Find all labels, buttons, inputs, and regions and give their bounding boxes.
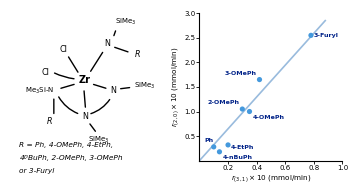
Text: 4-: 4- — [19, 155, 27, 161]
Text: R: R — [47, 117, 52, 126]
Text: N: N — [82, 112, 88, 121]
X-axis label: $r_{(3,1)}\times10$ (mmol/min): $r_{(3,1)}\times10$ (mmol/min) — [231, 174, 311, 184]
Point — [217, 150, 222, 153]
Text: Me$_3$Si-N: Me$_3$Si-N — [25, 86, 54, 96]
Text: Cl: Cl — [60, 45, 67, 54]
Text: SiMe$_3$: SiMe$_3$ — [115, 17, 136, 27]
Text: SiMe$_3$: SiMe$_3$ — [134, 80, 156, 91]
Point — [239, 108, 245, 111]
Text: R: R — [135, 50, 140, 59]
Point — [225, 143, 231, 146]
Text: N: N — [105, 39, 110, 48]
Text: BuPh, 2-OMePh, 3-OMePh: BuPh, 2-OMePh, 3-OMePh — [28, 155, 123, 161]
Text: Ph: Ph — [204, 138, 213, 143]
Text: 3-Furyl: 3-Furyl — [314, 33, 339, 38]
Text: or 3-Furyl: or 3-Furyl — [19, 168, 55, 174]
Text: Cl: Cl — [42, 68, 50, 77]
Text: Zr: Zr — [79, 75, 91, 85]
Point — [247, 110, 252, 113]
Text: 2-OMePh: 2-OMePh — [208, 100, 239, 105]
Point — [257, 78, 262, 81]
Text: N: N — [110, 86, 116, 95]
Text: 4-EtPh: 4-EtPh — [231, 145, 254, 150]
Point — [211, 145, 217, 148]
Text: SiMe$_3$: SiMe$_3$ — [88, 135, 109, 145]
Text: 3-OMePh: 3-OMePh — [225, 71, 257, 76]
Text: R = Ph, 4-OMePh, 4-EtPh,: R = Ph, 4-OMePh, 4-EtPh, — [19, 142, 114, 148]
Y-axis label: $r_{(2,0)}\times10$ (mmol/min): $r_{(2,0)}\times10$ (mmol/min) — [170, 47, 181, 127]
Text: 4-OMePh: 4-OMePh — [252, 115, 285, 120]
Text: n: n — [24, 154, 28, 159]
Point — [308, 34, 314, 37]
Text: 4-nBuPh: 4-nBuPh — [222, 155, 252, 160]
